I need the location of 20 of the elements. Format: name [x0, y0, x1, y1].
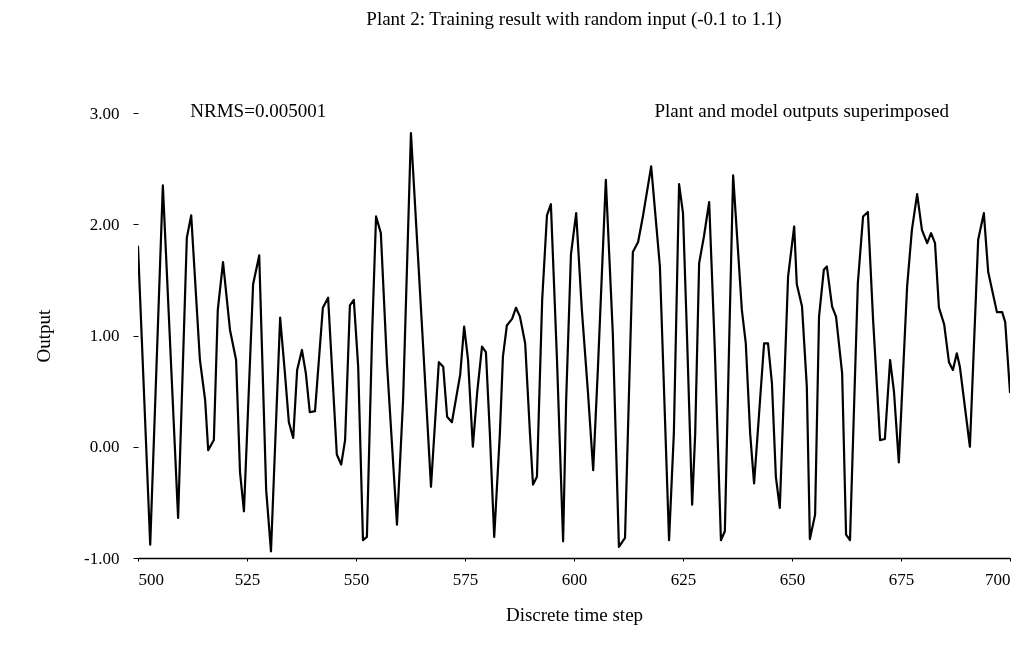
x-tick-label: 675 [888, 569, 915, 589]
x-axis-title: Discrete time step [505, 603, 644, 625]
annotation: NRMS=0.005001 [190, 100, 327, 121]
x-tick-label: 650 [779, 569, 806, 589]
line-series [138, 131, 1010, 553]
x-tick-label: 550 [343, 569, 370, 589]
chart-title: Plant 2: Training result with random input (-0.1 to 1.1) [366, 8, 782, 30]
x-tick-label: 625 [670, 569, 697, 589]
y-tick-label: 3.00 [89, 103, 120, 123]
y-tick-label: 0.00 [89, 437, 120, 457]
x-tick-label: 600 [561, 569, 588, 589]
x-tick-label: 500 [138, 569, 164, 589]
x-tick-label: 700 [985, 569, 1011, 589]
y-tick-label: 1.00 [89, 326, 120, 345]
annotation: Plant and model outputs superimposed [654, 100, 950, 121]
y-axis-title: Output [33, 308, 55, 363]
x-tick-label: 525 [234, 569, 261, 589]
x-tick-label: 575 [452, 569, 479, 589]
y-tick-label: 2.00 [89, 214, 120, 234]
y-tick-label: -1.00 [84, 548, 120, 568]
